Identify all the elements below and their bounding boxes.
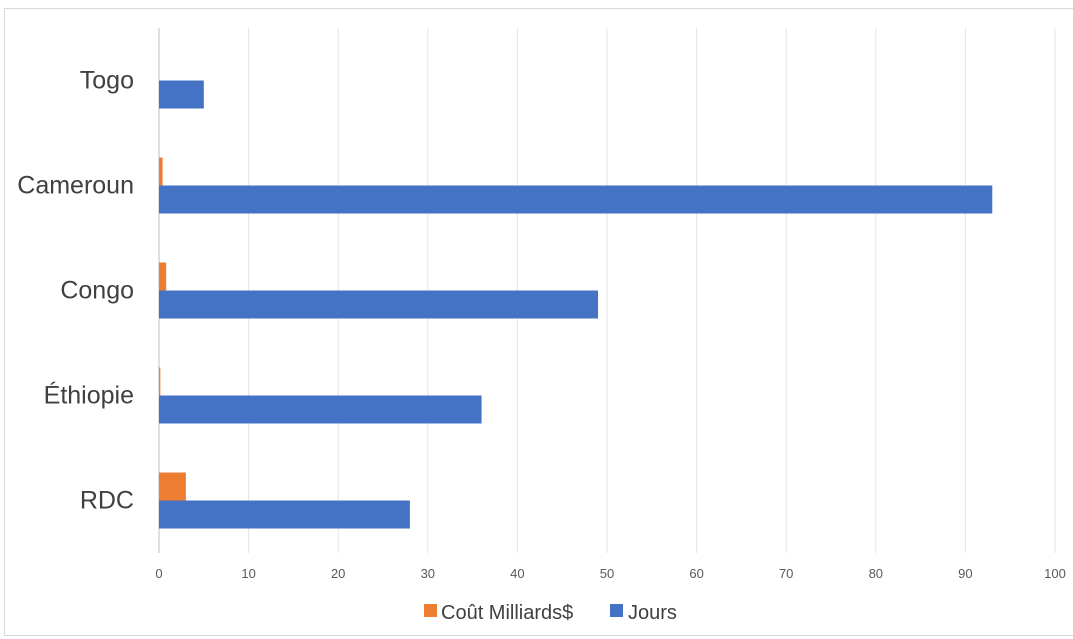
category-label: Éthiopie [44,381,134,410]
x-tick-label: 100 [1044,566,1066,581]
x-tick-label: 50 [600,566,614,581]
x-tick-label: 40 [510,566,524,581]
x-tick-label: 30 [421,566,435,581]
bar-jours [159,500,410,529]
x-tick-label: 20 [331,566,345,581]
category-label: Congo [60,277,134,305]
bar-cout [159,472,186,501]
category-label: Cameroun [17,172,134,200]
legend-label: Jours [628,602,677,624]
bar-jours [159,290,599,319]
bar-jours [159,395,482,424]
legend-label: Coût Milliards$ [441,602,573,624]
x-tick-label: 70 [779,566,793,581]
bar-jours [159,185,993,214]
chart-frame [4,8,1073,636]
category-label: Togo [80,67,134,95]
bar-cout [159,367,161,396]
bar-cout [159,262,167,291]
bar-jours [159,80,204,109]
x-tick-label: 80 [869,566,883,581]
x-tick-labels: 0 10 20 30 40 50 60 70 80 90 100 [155,566,1065,581]
legend-swatch [610,604,623,617]
x-tick-label: 10 [241,566,255,581]
legend-swatch [424,604,437,617]
bars [159,80,993,529]
x-tick-label: 0 [155,566,162,581]
legend: Coût Milliards$ Jours [424,602,677,624]
x-tick-label: 90 [958,566,972,581]
bar-cout [159,157,163,186]
category-label: RDC [80,487,134,515]
category-labels: Togo Cameroun Congo Éthiopie RDC [17,67,134,515]
x-tick-label: 60 [689,566,703,581]
